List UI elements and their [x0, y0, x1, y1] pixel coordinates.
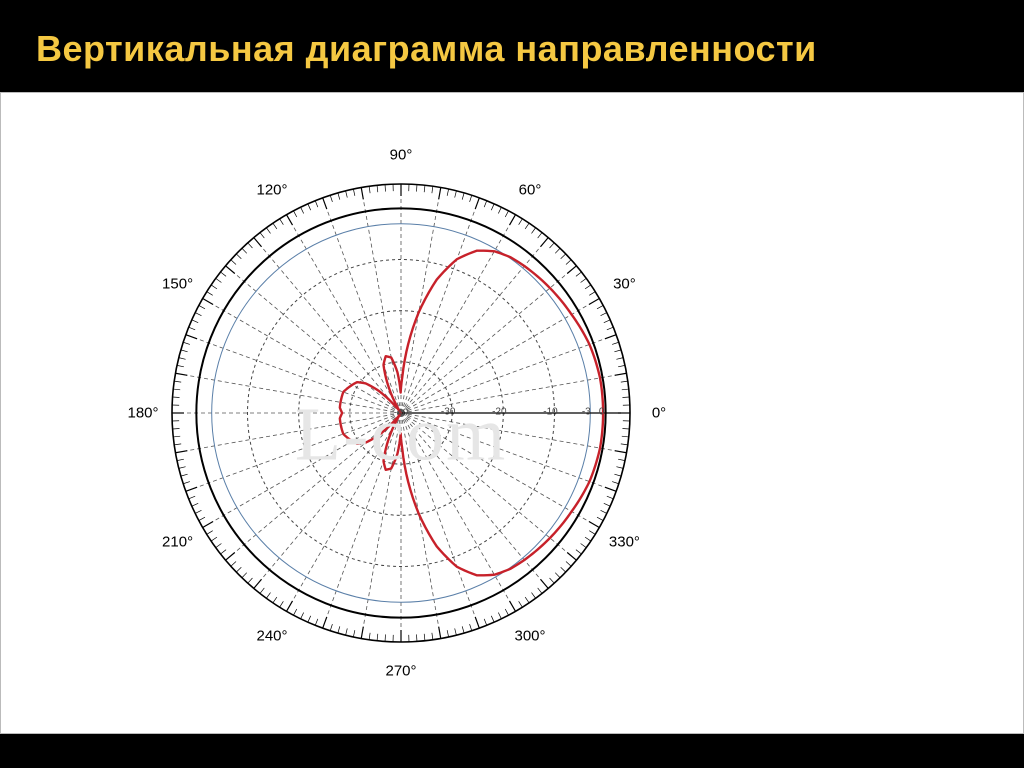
angle-label: 270°: [385, 663, 416, 680]
angle-label: 330°: [609, 534, 640, 551]
angle-label: 0°: [652, 405, 666, 422]
slide-title: Вертикальная диаграмма направленности: [36, 28, 988, 70]
angle-label: 300°: [514, 628, 545, 645]
chart-card: L-com 0°30°60°90°120°150°180°210°240°270…: [0, 92, 1024, 734]
polar-plot: L-com 0°30°60°90°120°150°180°210°240°270…: [121, 133, 681, 693]
angle-label: 240°: [256, 628, 287, 645]
angle-label: 150°: [162, 276, 193, 293]
angle-label: 210°: [162, 534, 193, 551]
slide-header: Вертикальная диаграмма направленности: [0, 0, 1024, 92]
angle-label: 180°: [127, 405, 158, 422]
angle-label: 60°: [519, 181, 542, 198]
polar-svg: [121, 133, 681, 693]
angle-label: 120°: [256, 181, 287, 198]
angle-label: 30°: [613, 276, 636, 293]
angle-label: 90°: [390, 147, 413, 164]
